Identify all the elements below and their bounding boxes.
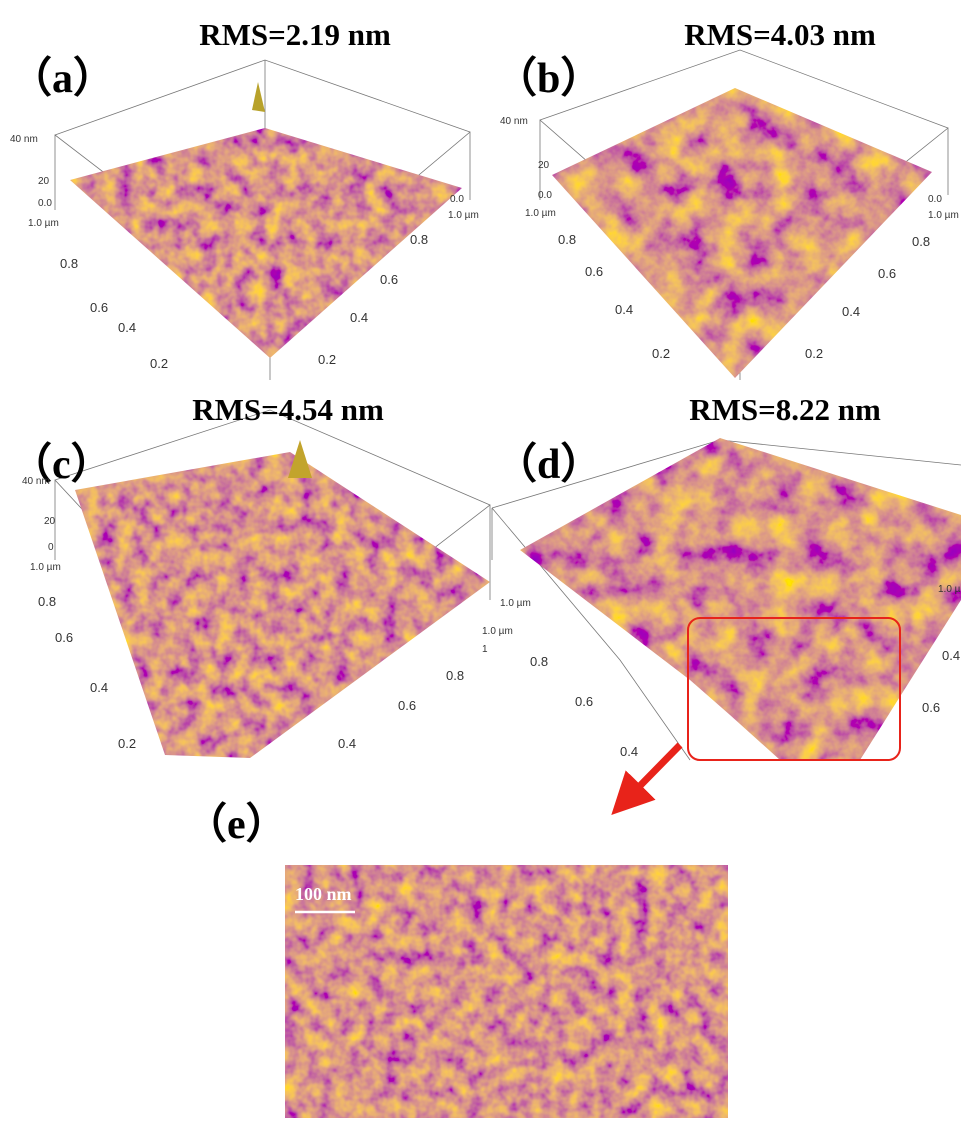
tick-label: 0.6 xyxy=(575,694,593,709)
tick-label: 0.4 xyxy=(620,744,638,759)
tick-label: 0.4 xyxy=(942,648,960,663)
tick-label: 0.4 xyxy=(118,320,136,335)
panel-title: RMS=2.19 nm xyxy=(199,17,391,52)
panel-title: RMS=4.03 nm xyxy=(684,17,876,52)
tick-label: 1.0 µm xyxy=(28,218,59,229)
tick-label: 0.6 xyxy=(380,272,398,287)
tick-label: 0.8 xyxy=(410,232,428,247)
panel-e: （e） 100 nm xyxy=(185,801,728,1118)
panel-a: （a） RMS=2.19 nm 40 nm 20 0.0 1.0 µm 0.8 … xyxy=(10,17,479,380)
panel-b: （b） RMS=4.03 nm 40 nm 20 0.0 1.0 µm 0.8 … xyxy=(495,17,959,380)
tick-label: 0.8 xyxy=(60,256,78,271)
tick-label: 1.0 µm xyxy=(500,598,531,609)
tick-label: 0.6 xyxy=(55,630,73,645)
tick-label: 0.4 xyxy=(350,310,368,325)
panel-label: （a） xyxy=(10,55,115,102)
tick-label: 1.0 µm xyxy=(30,562,61,573)
tick-label: 1.0 µm xyxy=(482,626,513,637)
tick-label: 0.4 xyxy=(338,736,356,751)
tick-label: 0.0 xyxy=(450,194,464,205)
panel-title: RMS=4.54 nm xyxy=(192,392,384,427)
tick-label: 0.8 xyxy=(912,234,930,249)
tick-label: 0.6 xyxy=(585,264,603,279)
tick-label: 0.2 xyxy=(652,346,670,361)
tick-label: 0.8 xyxy=(446,668,464,683)
tick-label: 20 xyxy=(38,176,50,187)
tick-label: 1.0 µm xyxy=(938,584,961,595)
panel-d: （d） RMS=8.22 nm 1.0 µm 0.8 0.6 0.4 1.0 µ… xyxy=(492,392,961,800)
tick-label: 0 xyxy=(48,542,54,553)
panel-c: （c） RMS=4.54 nm 40 nm 20 0 1.0 µm 0.8 0.… xyxy=(10,392,513,758)
tick-label: 0.8 xyxy=(530,654,548,669)
tick-label: 0.2 xyxy=(318,352,336,367)
tick-label: 20 xyxy=(44,516,56,527)
tick-label: 0.0 xyxy=(928,194,942,205)
tick-label: 40 nm xyxy=(500,116,528,127)
tick-label: 0.6 xyxy=(398,698,416,713)
surface xyxy=(75,452,490,758)
tick-label: 0.4 xyxy=(615,302,633,317)
tick-label: 0.0 xyxy=(38,198,52,209)
tick-label: 0.8 xyxy=(558,232,576,247)
panel-label: （e） xyxy=(185,801,288,848)
panel-label: （d） xyxy=(495,441,602,488)
tick-label: 0.4 xyxy=(842,304,860,319)
tick-label: 0.4 xyxy=(90,680,108,695)
tick-label: 0.6 xyxy=(878,266,896,281)
figure: （a） RMS=2.19 nm 40 nm 20 0.0 1.0 µm 0.8 … xyxy=(0,0,961,1125)
tick-label: 1.0 µm xyxy=(448,210,479,221)
tick-label: 20 xyxy=(538,160,550,171)
surface xyxy=(552,88,932,378)
tick-label: 1 xyxy=(482,644,488,655)
tick-label: 0.2 xyxy=(118,736,136,751)
tick-label: 0.0 xyxy=(538,190,552,201)
panel-label: （b） xyxy=(495,55,602,102)
panel-title: RMS=8.22 nm xyxy=(689,392,881,427)
tick-label: 0.8 xyxy=(38,594,56,609)
tick-label: 0.2 xyxy=(805,346,823,361)
peak xyxy=(252,82,265,112)
scale-bar-label: 100 nm xyxy=(295,884,352,904)
tick-label: 40 nm xyxy=(10,134,38,145)
tick-label: 1.0 µm xyxy=(525,208,556,219)
tick-label: 1.0 µm xyxy=(928,210,959,221)
tick-label: 0.2 xyxy=(150,356,168,371)
tick-label: 0.6 xyxy=(922,700,940,715)
tick-label: 40 nm xyxy=(22,476,50,487)
tick-label: 0.6 xyxy=(90,300,108,315)
